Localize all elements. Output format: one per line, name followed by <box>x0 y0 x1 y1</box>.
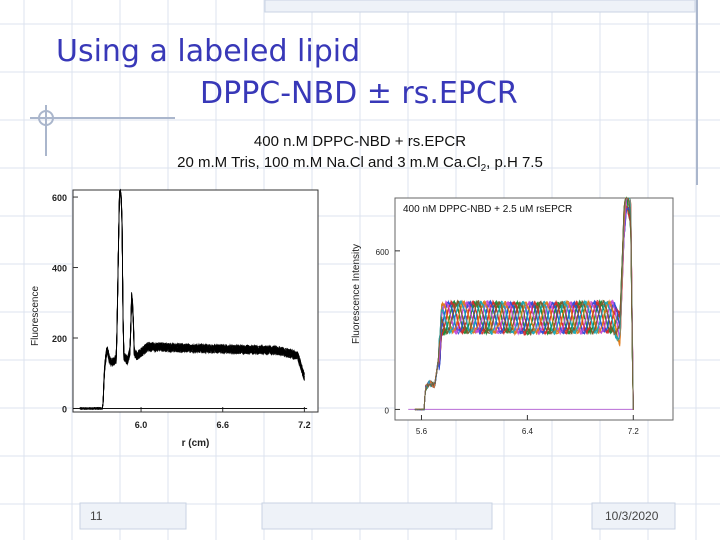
x-tick-label: 5.6 <box>416 427 428 436</box>
slide-number: 11 <box>90 509 102 523</box>
x-tick-label: 6.6 <box>216 420 229 430</box>
x-tick-label: 6.0 <box>135 420 148 430</box>
y-axis-label: Fluorescence Intensity <box>351 244 362 344</box>
slide-title-line-2: DPPC-NBD ± rs.EPCR <box>200 76 518 111</box>
slide-subtitle-line-2: 20 m.M Tris, 100 m.M Na.Cl and 3 m.M Ca.… <box>0 154 720 174</box>
top-bar-decoration <box>265 0 695 12</box>
footer-box-center <box>262 503 492 529</box>
y-tick-label: 600 <box>52 193 67 203</box>
subtitle-text: 20 m.M Tris, 100 m.M Na.Cl and 3 m.M Ca.… <box>177 154 480 171</box>
plot-frame <box>73 190 318 412</box>
x-axis-label: r (cm) <box>182 438 210 449</box>
chart-right-with-epcr: 5.6 6.4 7.2 0 600 Fluorescence Intensity 400 n… <box>345 190 680 445</box>
chart-title: 400 nM DPPC-NBD + 2.5 uM rsEPCR <box>403 204 572 215</box>
slide-date: 10/3/2020 <box>605 509 658 523</box>
x-tick-label: 7.2 <box>298 420 311 430</box>
y-tick-label: 400 <box>52 264 67 274</box>
chart-left-no-epcr: 6.0 6.6 7.2 0 200 400 600 r (cm) Fluorescence <box>28 185 328 450</box>
y-tick-label: 200 <box>52 334 67 344</box>
x-tick-label: 7.2 <box>628 427 640 436</box>
y-tick-label: 0 <box>62 404 67 414</box>
y-axis-label: Fluorescence <box>30 286 41 346</box>
y-tick-label: 0 <box>385 406 390 415</box>
slide-subtitle-line-1: 400 n.M DPPC-NBD + rs.EPCR <box>0 133 720 150</box>
slide-title-line-1: Using a labeled lipid <box>56 34 360 69</box>
y-tick-label: 600 <box>376 248 390 257</box>
x-tick-label: 6.4 <box>522 427 534 436</box>
subtitle-text-end: , p.H 7.5 <box>486 154 543 171</box>
